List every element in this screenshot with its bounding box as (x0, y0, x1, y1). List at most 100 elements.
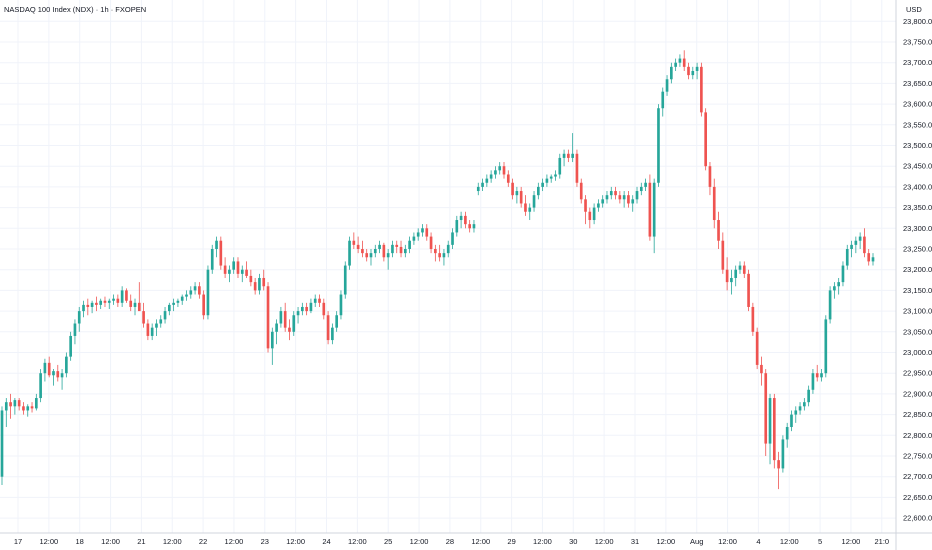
candle-body-up (652, 182, 656, 237)
candle-body-up (60, 373, 64, 378)
candle (146, 319, 150, 341)
x-tick-label: 17 (14, 537, 22, 546)
candle (391, 240, 394, 258)
candle-body-up (768, 398, 772, 444)
candle-body-down (434, 249, 437, 254)
y-tick-label: 22,950.0 (903, 369, 932, 378)
candle-body-up (644, 182, 647, 187)
x-tick-label: 12:00 (163, 537, 182, 546)
candle-body-up (562, 153, 566, 158)
candle (562, 149, 566, 167)
y-tick-label: 22,750.0 (903, 452, 932, 461)
candle-body-up (734, 269, 738, 278)
candle (858, 232, 862, 249)
candle (305, 302, 308, 316)
candle-body-up (172, 302, 175, 305)
candle (95, 296, 98, 312)
candle-body-up (301, 306, 304, 312)
candle (652, 178, 656, 254)
y-tick-label: 23,700.0 (903, 58, 932, 67)
y-tick-label: 23,550.0 (903, 120, 932, 129)
candle (301, 302, 304, 316)
candle (730, 269, 733, 295)
candle-layer (0, 50, 875, 490)
candle (399, 240, 403, 258)
candle-body-down (17, 400, 21, 407)
candle (811, 369, 815, 394)
candle (283, 302, 287, 332)
candle-body-down (47, 362, 51, 376)
candle (498, 162, 502, 175)
x-tick-label: 12:00 (780, 537, 799, 546)
candle-body-down (305, 306, 308, 312)
candle-body-up (601, 199, 605, 204)
candle-body-up (845, 249, 849, 266)
candle (288, 319, 291, 341)
candle (270, 327, 274, 365)
candle (335, 311, 339, 332)
candle (760, 356, 763, 386)
candle (309, 298, 313, 314)
candle-body-up (391, 244, 394, 254)
candle-body-up (65, 356, 68, 374)
y-tick-label: 23,200.0 (903, 265, 932, 274)
candle (202, 290, 205, 320)
candle (163, 306, 167, 324)
candle (785, 422, 789, 448)
candle (670, 62, 673, 84)
candle (700, 62, 703, 117)
candle (575, 149, 579, 187)
candle (459, 211, 463, 229)
candle-body-up (459, 215, 463, 221)
candle-body-down (575, 153, 579, 183)
candle (386, 249, 390, 270)
candle (661, 87, 665, 117)
candle (107, 298, 111, 310)
candle-body-up (597, 203, 600, 208)
candle (627, 191, 630, 208)
candle (597, 199, 600, 212)
candle-body-down (283, 311, 287, 328)
candle-body-up (416, 232, 420, 237)
candle-body-up (738, 265, 742, 270)
x-tick-label: 12:00 (101, 537, 120, 546)
x-tick-label: Aug (690, 537, 703, 546)
candle-body-up (348, 240, 351, 266)
candle (618, 191, 622, 204)
candle-body-down (30, 406, 34, 409)
candle-body-up (622, 195, 626, 200)
candle (223, 257, 227, 278)
candle-body-down (429, 236, 433, 249)
candle-body-down (146, 323, 150, 336)
y-tick-label: 23,400.0 (903, 182, 932, 191)
candle (198, 282, 201, 299)
candle-body-down (365, 253, 369, 258)
candle-body-down (627, 195, 630, 204)
x-tick-label: 12:00 (225, 537, 244, 546)
candle (361, 240, 364, 258)
candle-body-up (210, 249, 214, 270)
candle-body-up (120, 290, 124, 303)
candle-body-up (691, 70, 695, 76)
candle (524, 195, 527, 216)
candle-body-down (614, 191, 617, 196)
candle (554, 170, 557, 181)
candle-body-up (176, 300, 180, 303)
candle (511, 178, 514, 200)
candle (481, 178, 484, 192)
candle-body-up (498, 166, 502, 171)
candle-body-up (837, 282, 841, 287)
candle (416, 228, 420, 241)
candle (528, 203, 532, 221)
candle-body-up (206, 269, 210, 316)
candle (99, 298, 103, 310)
candle (438, 244, 441, 262)
candle-body-down (464, 215, 467, 225)
y-tick-label: 23,450.0 (903, 162, 932, 171)
candle-body-up (828, 290, 832, 320)
candle-body-down (648, 182, 652, 237)
candle-body-up (279, 311, 283, 324)
candle (648, 174, 652, 241)
